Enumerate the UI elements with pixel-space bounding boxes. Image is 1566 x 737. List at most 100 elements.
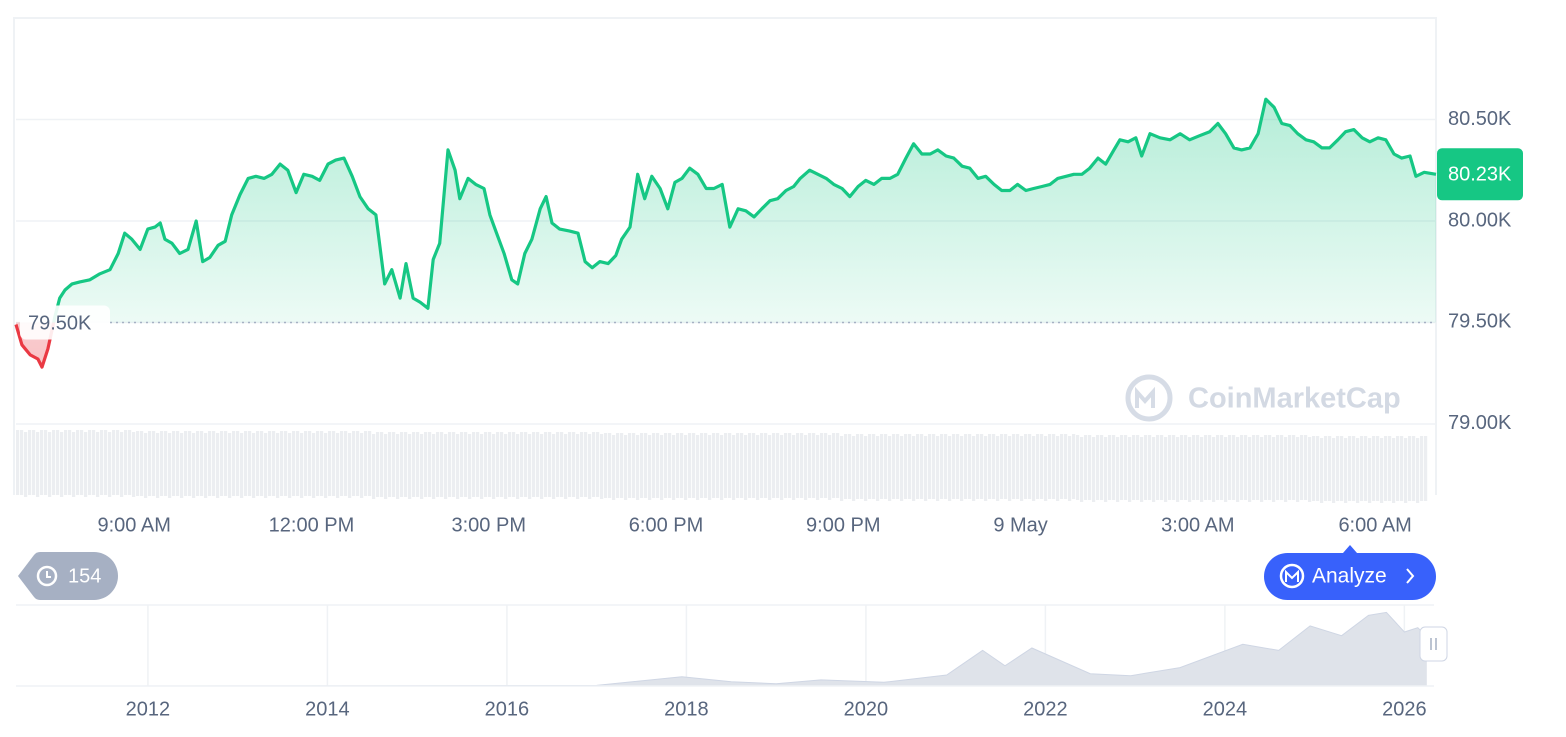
volume-bar [1324,436,1328,501]
x-tick-label: 12:00 PM [269,514,355,536]
baseline-label-bg [20,305,110,340]
x-tick-label: 2016 [485,698,530,720]
volume-bar [232,431,236,496]
volume-bar [108,432,112,497]
volume-bar [1168,435,1172,500]
x-tick-label: 3:00 AM [1161,514,1234,536]
volume-bar [552,434,556,499]
volume-bar [872,434,876,499]
volume-bar [1320,438,1324,503]
volume-bar [776,433,780,498]
volume-bar [724,433,728,498]
volume-bar [32,430,36,495]
volume-bar [448,432,452,497]
volume-bar [1280,435,1284,500]
x-tick-label: 9 May [993,514,1047,536]
volume-bar [1008,436,1012,501]
nav-handle[interactable] [1419,626,1448,662]
volume-bar [292,431,296,496]
volume-bar [1392,438,1396,503]
volume-bar [1364,436,1368,501]
volume-bar [844,434,848,499]
volume-bar [156,433,160,498]
volume-bar [944,434,948,499]
x-tick-label: 9:00 PM [806,514,880,536]
volume-bar [888,436,892,501]
volume-bar [1004,434,1008,499]
volume-bar [268,431,272,496]
history-pill[interactable]: 154 [18,552,118,600]
volume-bar [1052,434,1056,499]
volume-bar [144,433,148,498]
volume-bar [364,431,368,496]
volume-bar [1064,434,1068,499]
volume-bar [256,431,260,496]
volume-bar [1264,435,1268,500]
volume-bar [1132,435,1136,500]
volume-bar [1000,434,1004,499]
nav-area-fill [22,612,1427,686]
volume-bar [640,433,644,498]
volume-bar [148,431,152,496]
watermark: CoinMarketCap [1125,374,1401,422]
volume-bar [1060,434,1064,499]
x-tick-label: 2022 [1023,698,1068,720]
volume-bar [360,433,364,498]
volume-bar [720,435,724,500]
volume-bar [880,434,884,499]
volume-bar [1068,436,1072,501]
volume-bar [696,435,700,500]
volume-bar [1304,435,1308,500]
volume-bar [892,434,896,499]
volume-bar [524,432,528,497]
volume-bar [1136,435,1140,500]
volume-bar [748,433,752,498]
volume-bar [500,432,504,497]
volume-bar [1204,435,1208,500]
volume-bar [164,431,168,496]
y-tick-label: 79.00K [1448,412,1512,434]
volume-bar [1216,435,1220,500]
volume-bar [1292,435,1296,500]
volume-bar [1288,435,1292,500]
volume-bar [1144,435,1148,500]
volume-bar [948,436,952,501]
current-price-label: 80.23K [1448,164,1512,186]
volume-bar [664,433,668,498]
volume-bar [1232,435,1236,500]
volume-bar [196,431,200,496]
volume-bar [884,434,888,499]
volume-bar [300,433,304,498]
volume-bar [324,433,328,498]
volume-bar [520,432,524,497]
price-line [52,97,1437,323]
volume-bar [484,432,488,497]
x-tick-label: 6:00 AM [1338,514,1411,536]
volume-bar [764,433,768,498]
volume-bar [1016,434,1020,499]
volume-bar [1372,436,1376,501]
volume-bar [512,432,516,497]
volume-bar [660,435,664,500]
volume-bar [840,436,844,501]
volume-bar [1268,435,1272,500]
analyze-button[interactable]: Analyze [1264,545,1436,600]
volume-bar [1104,437,1108,502]
x-tick-label: 2026 [1382,698,1427,720]
volume-bar [924,436,928,501]
volume-bar [1172,435,1176,500]
volume-bar [260,431,264,496]
volume-bar [20,430,24,495]
volume-bar [532,432,536,497]
volume-bar [1252,435,1256,500]
volume-bar [656,433,660,498]
volume-bar [604,433,608,498]
volume-bar [80,430,84,495]
volume-bar [460,432,464,497]
volume-bar [1240,435,1244,500]
volume-bar [1048,434,1052,499]
volume-bar [704,433,708,498]
volume-bar [84,432,88,497]
volume-bar [1228,435,1232,500]
volume-bar [528,434,532,499]
